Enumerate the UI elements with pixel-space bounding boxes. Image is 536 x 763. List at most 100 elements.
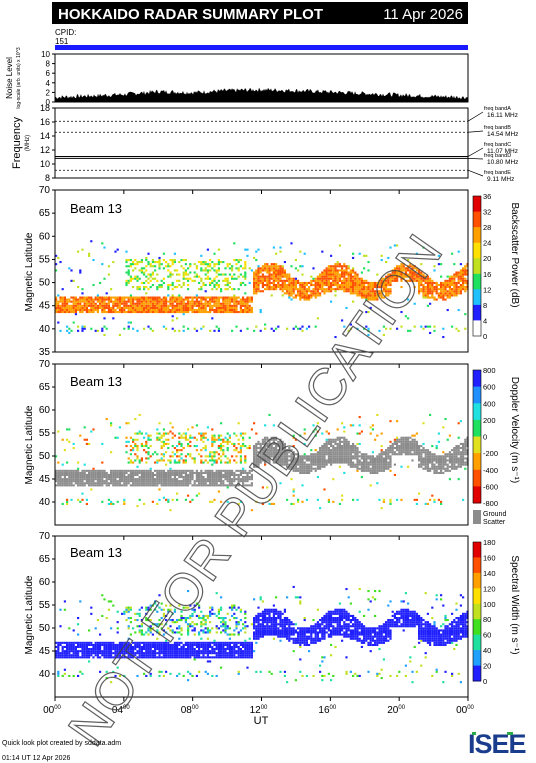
scatter-cell [72,629,75,632]
scatter-cell [433,296,436,299]
scatter-cell [105,648,108,651]
scatter-cell [264,263,267,266]
scatter-cell [217,269,220,272]
scatter-cell [206,461,209,464]
scatter-cell [422,422,425,425]
scatter-cell [261,502,264,505]
scatter-cell [209,451,212,454]
scatter-cell [429,277,432,280]
scatter-cell [323,455,326,458]
scatter-cell [457,250,460,253]
scatter-cell [169,284,172,287]
scatter-cell [325,284,328,287]
scatter-cell [270,327,273,330]
scatter-cell [90,643,93,646]
scatter-cell [400,453,403,456]
scatter-cell [147,288,150,291]
scatter-cell [259,449,262,452]
scatter-cell [165,471,168,474]
scatter-cell [343,286,346,289]
scatter-cell [63,473,66,476]
scatter-cell [127,650,130,653]
scatter-cell [176,449,179,452]
scatter-cell [222,261,225,264]
scatter-cell [228,296,231,299]
scatter-cell [323,273,326,276]
scatter-cell [360,465,363,468]
scatter-cell [123,311,126,314]
scatter-cell [217,490,220,493]
scatter-cell [173,461,176,464]
scatter-cell [360,461,363,464]
scatter-cell [85,502,88,505]
scatter-cell [411,440,414,443]
scatter-cell [110,627,113,630]
scatter-cell [261,442,264,445]
scatter-cell [103,311,106,314]
scatter-cell [248,311,251,314]
scatter-cell [105,482,108,485]
scatter-cell [237,311,240,314]
scatter-cell [74,650,77,653]
scatter-cell [140,482,143,485]
scatter-cell [233,311,236,314]
scatter-cell [367,261,370,264]
scatter-cell [281,449,284,452]
scatter-cell [178,304,181,307]
scatter-cell [169,654,172,657]
scatter-cell [255,453,258,456]
scatter-cell [374,294,377,297]
scatter-cell [147,263,150,266]
scatter-cell [77,467,80,470]
scatter-cell [112,482,115,485]
scatter-cell [129,300,132,303]
scatter-cell [321,290,324,293]
scatter-cell [140,445,143,448]
scatter-cell [321,284,324,287]
scatter-cell [184,459,187,462]
scatter-cell [184,434,187,437]
scatter-cell [257,281,260,284]
scatter-cell [94,476,97,479]
scatter-cell [376,463,379,466]
scatter-cell [250,298,253,301]
scatter-cell [178,461,181,464]
scatter-cell [429,284,432,287]
scatter-cell [334,442,337,445]
scatter-cell [226,461,229,464]
scatter-cell [173,473,176,476]
scatter-cell [125,641,128,644]
scatter-cell [270,294,273,297]
scatter-cell [426,325,429,328]
scatter-cell [288,292,291,295]
scatter-cell [391,275,394,278]
scatter-cell [297,281,300,284]
scatter-cell [90,311,93,314]
scatter-cell [99,641,102,644]
scatter-cell [308,290,311,293]
scatter-cell [343,451,346,454]
scatter-cell [356,465,359,468]
scatter-cell [149,434,152,437]
scatter-cell [334,273,337,276]
scatter-cell [149,672,152,675]
scatter-cell [132,656,135,659]
scatter-cell [303,296,306,299]
scatter-cell [349,292,352,295]
scatter-cell [85,498,88,501]
scatter-cell [242,476,245,479]
scatter-cell [173,261,176,264]
scatter-cell [154,602,157,605]
scatter-cell [160,302,163,305]
scatter-cell [107,641,110,644]
scatter-cell [217,438,220,441]
scatter-cell [308,463,311,466]
scatter-cell [173,286,176,289]
scatter-cell [402,269,405,272]
scatter-cell [292,467,295,470]
scatter-cell [85,304,88,307]
scatter-cell [101,594,104,597]
scatter-cell [165,304,168,307]
scatter-cell [151,284,154,287]
scatter-cell [85,302,88,305]
